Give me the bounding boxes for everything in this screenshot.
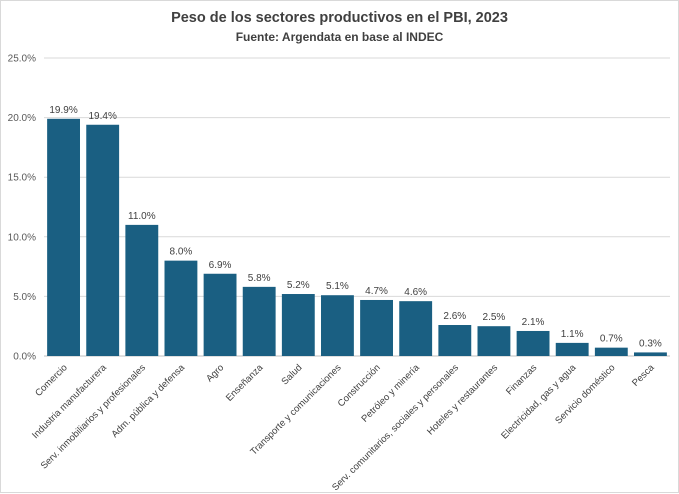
x-tick-label: Industria manufacturera [30,362,109,441]
bar [281,294,315,356]
data-label: 2.5% [483,312,506,323]
bar [360,299,393,356]
bar [321,295,354,356]
y-tick-label: 20.0% [8,113,36,124]
x-tick-label: Salud [279,362,304,387]
data-label: 1.1% [561,329,584,340]
x-tick-label: Adm. pública y defensa [109,362,187,440]
data-label: 19.4% [89,111,117,122]
data-label: 11.0% [128,211,156,222]
bar [634,352,667,356]
data-label: 19.9% [49,105,77,116]
data-label: 2.6% [443,311,466,322]
x-tick-label: Agro [204,362,226,384]
data-label: 5.8% [248,273,271,284]
bar [203,273,237,356]
x-tick-label: Pesca [630,362,657,389]
y-tick-label: 5.0% [13,292,36,303]
bar [594,347,628,356]
bar [477,326,511,356]
data-label: 0.3% [639,338,662,349]
x-tick-label: Finanzas [504,362,539,397]
y-tick-label: 10.0% [8,232,36,243]
bar [125,224,159,356]
y-tick-label: 25.0% [8,54,36,65]
x-tick-label: Enseñanza [224,362,266,404]
data-label: 5.2% [287,280,310,291]
chart-title: Peso de los sectores productivos en el P… [171,10,508,26]
bar [86,124,120,356]
y-tick-label: 15.0% [8,173,36,184]
x-tick-label: Electricidad, gas y agua [499,362,579,442]
x-tick-label: Hoteles y restaurantes [425,362,500,437]
bar [555,342,589,356]
bar [516,330,550,356]
data-label: 0.7% [600,334,623,345]
bar [399,301,433,356]
data-label: 6.9% [209,260,232,271]
bar [242,286,276,356]
data-label: 4.6% [404,287,427,298]
data-label: 5.1% [326,281,349,292]
data-label: 2.1% [522,317,545,328]
bar [438,325,472,356]
bar [47,118,80,357]
bar [164,260,198,356]
y-tick-label: 0.0% [13,352,36,363]
x-tick-label: Comercio [33,362,70,399]
data-label: 8.0% [170,247,193,258]
chart-subtitle: Fuente: Argendata en base al INDEC [235,30,444,44]
data-label: 4.7% [365,286,388,297]
